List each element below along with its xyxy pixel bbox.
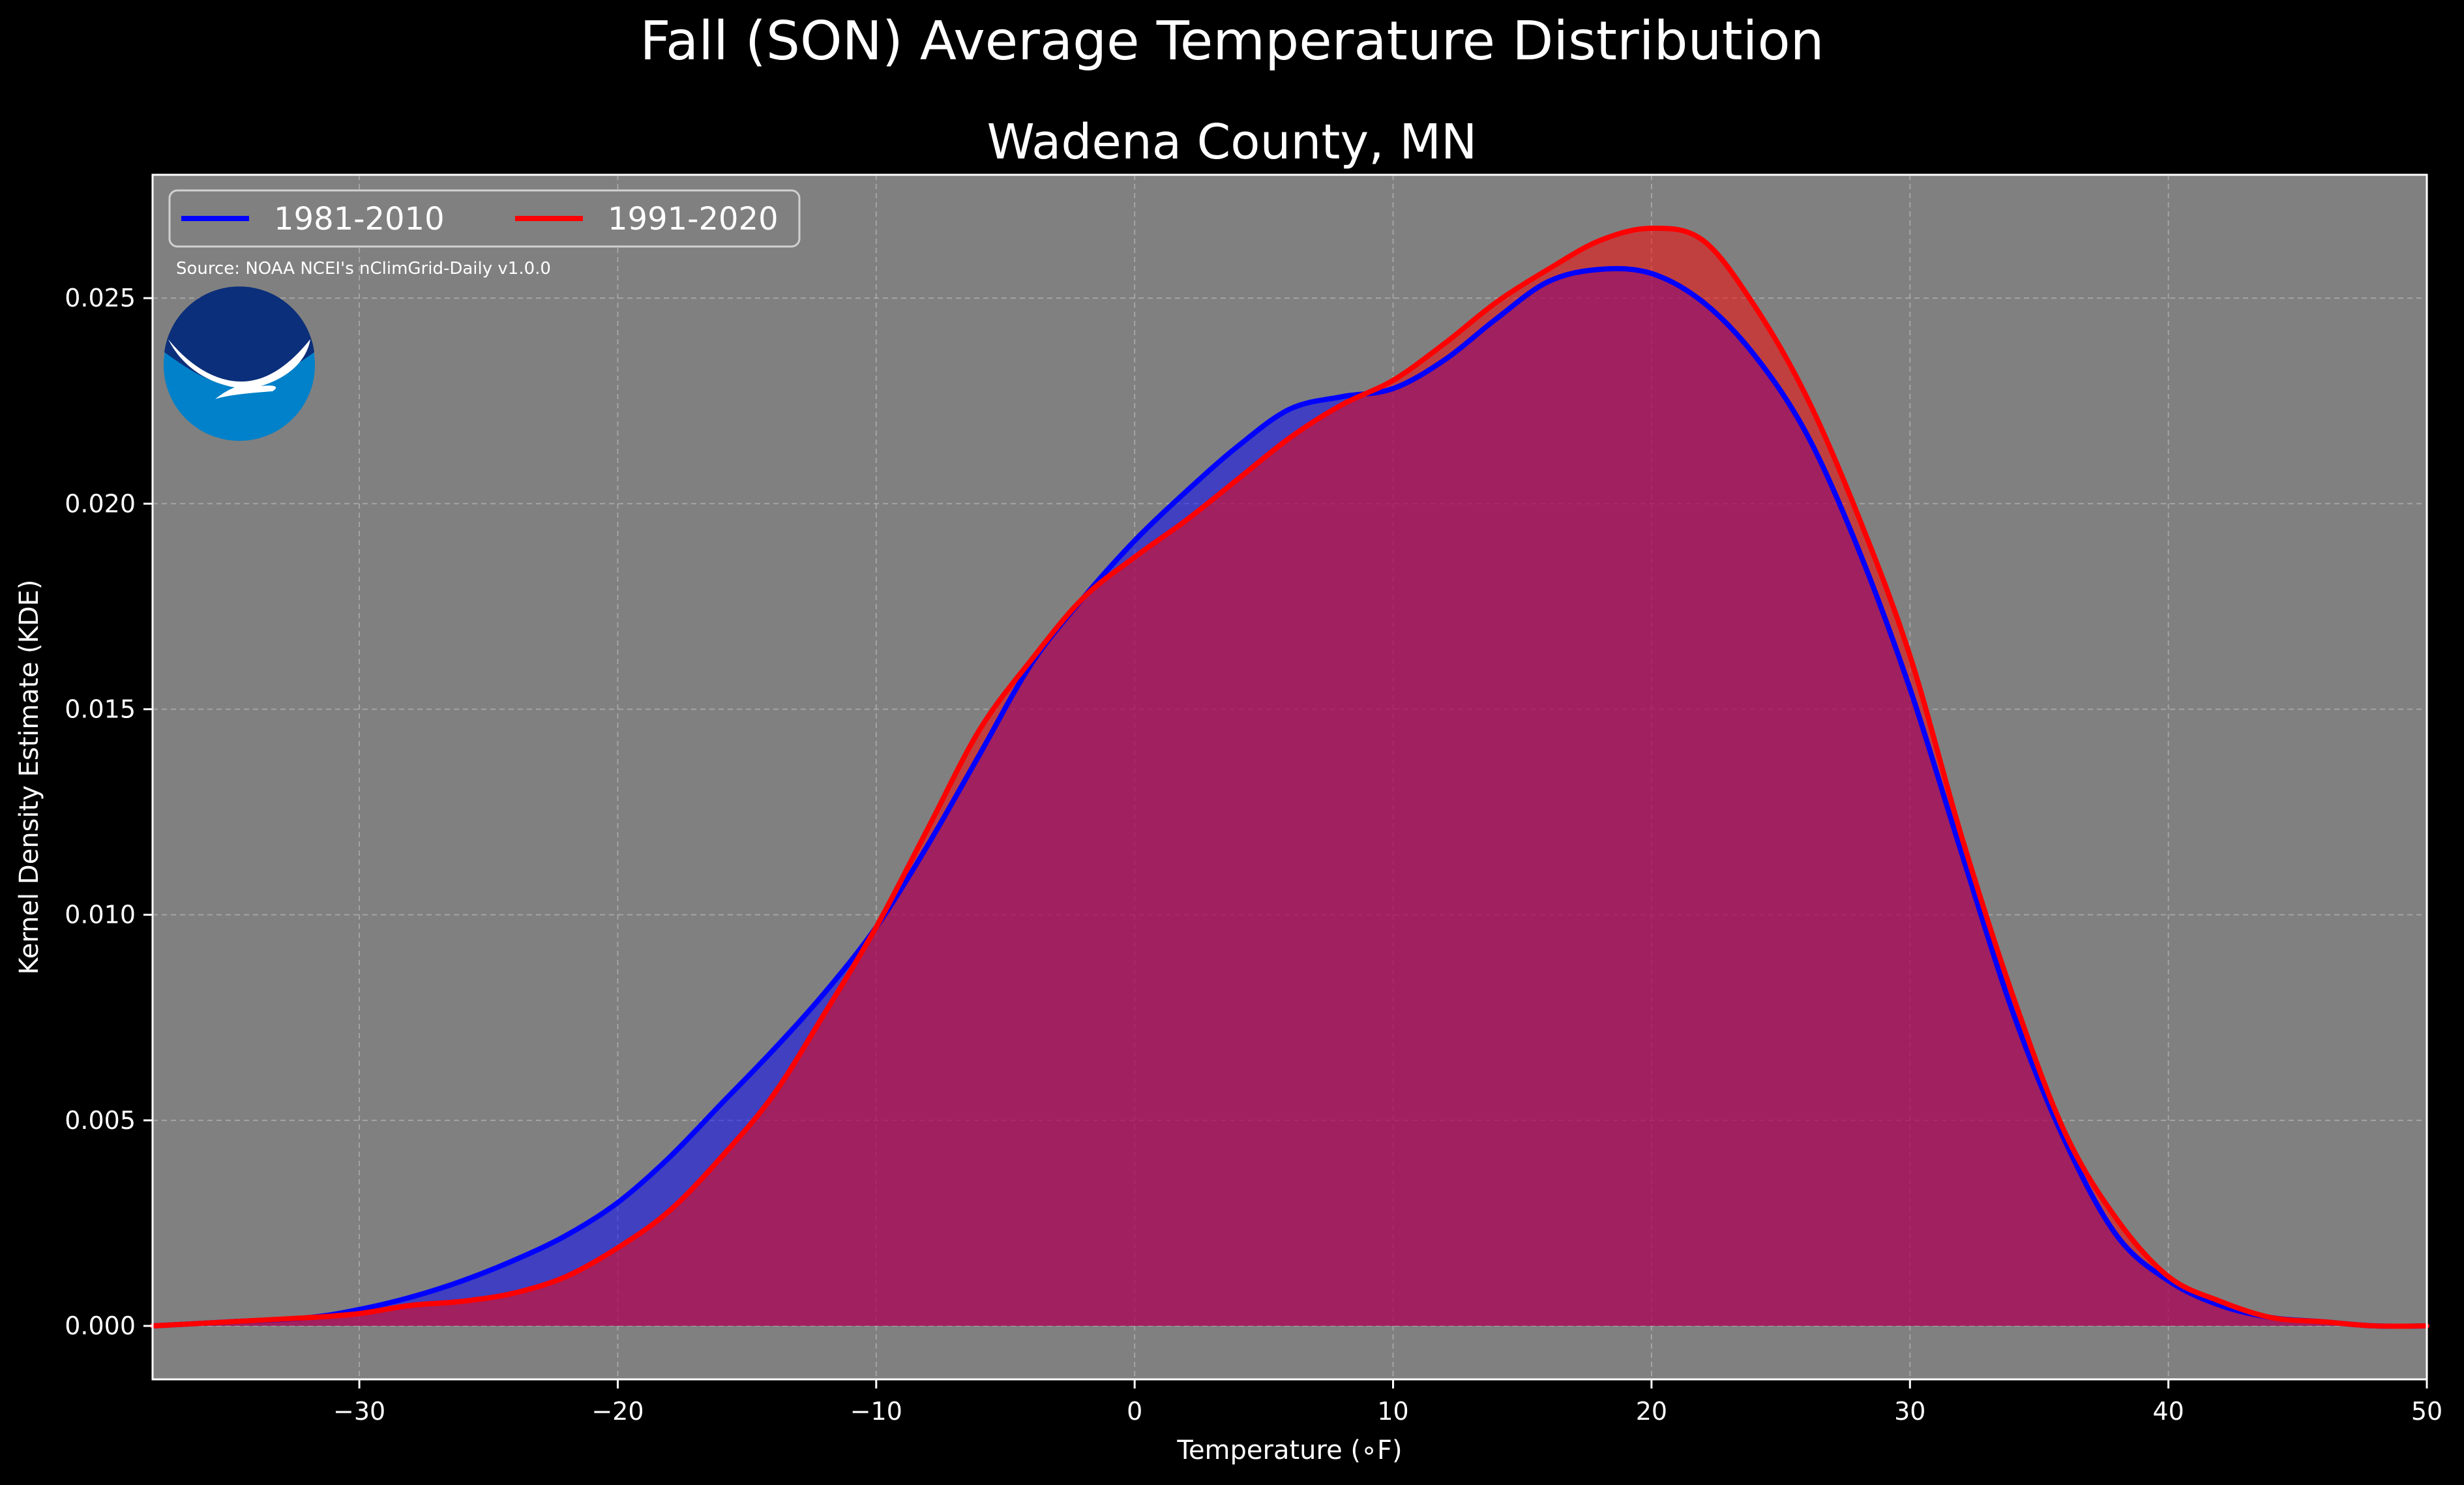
y-tick-label: 0.010 [65, 901, 136, 929]
line-1981-2010 [150, 265, 2429, 1329]
source-note: Source: NOAA NCEI's nClimGrid-Daily v1.0… [176, 259, 551, 278]
area-1991-2020 [153, 228, 2427, 1327]
x-tick-label: 30 [1894, 1397, 1925, 1426]
y-axis-label: Kernel Density Estimate (KDE) [14, 579, 44, 974]
axes: −30 −20 −10 0 10 20 30 40 50 0.000 0.005 0.010 0.015… [65, 173, 2442, 1426]
legend-box [168, 189, 801, 248]
legend: 1981-2010 1991-2020 [168, 189, 801, 248]
x-tick-label: 40 [2152, 1397, 2184, 1426]
x-tick-label: −30 [333, 1397, 385, 1426]
x-tick-label: −20 [591, 1397, 644, 1426]
legend-label-1981-2010: 1981-2010 [274, 201, 445, 237]
series-layer [150, 225, 2429, 1329]
y-tick-label: 0.015 [65, 695, 136, 723]
noaa-logo [164, 286, 315, 441]
y-tick-label: 0.000 [65, 1312, 136, 1340]
plot-frame [151, 173, 2428, 1381]
chart-subtitle: Wadena County, MN [987, 114, 1477, 170]
chart-title: Fall (SON) Average Temperature Distribut… [640, 10, 1824, 72]
y-tick-label: 0.020 [65, 489, 136, 518]
x-tick-label: 50 [2411, 1397, 2442, 1426]
x-tick-label: 20 [1636, 1397, 1667, 1426]
legend-label-1991-2020: 1991-2020 [608, 201, 779, 237]
line-1991-2020 [150, 225, 2429, 1329]
x-axis-label: Temperature (∘F) [1176, 1435, 1402, 1465]
x-tick-label: 10 [1377, 1397, 1408, 1426]
y-tick-label: 0.025 [65, 284, 136, 312]
x-tick-label: 0 [1127, 1397, 1142, 1426]
x-tick-label: −10 [850, 1397, 902, 1426]
y-tick-label: 0.005 [65, 1106, 136, 1135]
